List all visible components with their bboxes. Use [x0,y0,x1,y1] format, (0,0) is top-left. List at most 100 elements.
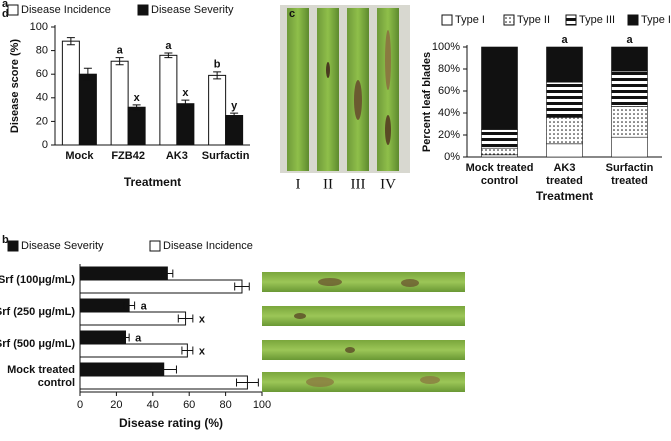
error-bar [213,71,222,80]
significance-label: y [231,100,238,112]
leaf-photo [317,8,339,171]
lesion [354,80,362,120]
bar-segment [546,117,583,145]
significance-label: x [182,87,189,99]
y-tick-label: 60 [36,68,48,80]
legend-label: Type I [455,14,485,26]
bar [79,279,243,294]
y-tick-label: Srf (250 μg/mL) [0,306,75,318]
photo-panel-c: c I II III IV [280,5,410,192]
bar-segment [611,46,648,72]
legend-label: Type IV [641,14,671,26]
bar [127,106,146,146]
bar-segment [546,143,583,158]
x-tick-label: 100 [253,399,271,411]
bar-segment [481,154,518,158]
x-axis-title: Disease rating (%) [119,416,223,430]
error-bar [161,269,174,278]
x-tick-label: 40 [147,399,159,411]
error-bar [83,67,92,81]
error-bar [115,57,124,66]
bar-segment [611,136,648,158]
lesion [420,376,440,384]
x-tick-label: Surfactin treated [606,162,654,187]
x-tick-label: 20 [110,399,122,411]
significance-label: x [199,345,206,357]
y-tick-label: 40 [36,92,48,104]
significance-label: a [561,34,568,46]
x-tick-label: Surfactin [202,150,250,162]
error-bar [66,37,75,46]
x-tick-label: 80 [219,399,231,411]
significance-label: a [165,40,172,52]
panel-label: a [2,0,9,10]
x-tick-label: AK3 [166,150,188,162]
x-axis-title: Treatment [536,189,593,203]
legend-swatch [503,14,515,26]
legend-label: Disease Severity [151,4,234,16]
photo-caption: II [323,176,333,192]
y-axis-title: Disease score (%) [9,39,21,133]
significance-label: a [141,300,148,312]
significance-label: a [626,34,633,46]
y-tick-label: 0 [42,139,48,151]
bar-segment [611,70,648,107]
lesion [294,313,306,319]
bar [79,311,187,326]
y-tick-label: Srf (100μg/mL) [0,274,75,286]
significance-label: x [199,313,206,325]
x-tick-label: Mock treated control [466,162,534,187]
lesion [306,377,334,387]
panel-label: d [2,8,9,20]
y-tick-label: Srf (500 μg/mL) [0,338,75,350]
legend-label: Disease Incidence [21,4,111,16]
leaf-photo [262,272,465,292]
bar-segment [481,46,518,130]
bar-segment [481,129,518,149]
y-tick-label: Mock treated control [7,364,75,389]
significance-label: a [135,332,142,344]
bar [78,73,97,146]
y-tick-label: 20 [36,115,48,127]
legend-swatch [137,4,149,16]
error-bar [132,104,141,111]
photo-panel-b [262,272,465,392]
legend-swatch [149,240,161,252]
legend-swatch [441,14,453,26]
bar-segment [546,46,583,83]
legend-swatch [7,240,19,252]
legend-label: Disease Severity [21,240,104,252]
leaf-photo [262,372,465,392]
error-bar [123,301,136,310]
significance-label: x [134,92,141,104]
y-axis-title: Percent leaf blades [421,52,433,152]
bar [208,74,227,146]
y-tick-label: 60% [438,85,460,97]
bar-segment [546,81,583,118]
photo-caption: I [296,176,301,192]
bar-segment [611,106,648,138]
y-tick-label: 80% [438,63,460,75]
x-axis-title: Treatment [124,175,181,189]
x-tick-label: FZB42 [111,150,145,162]
error-bar [234,282,250,291]
error-bar [177,314,194,323]
legend-swatch [627,14,639,26]
bar-segment [481,147,518,156]
panel-label: b [2,234,9,246]
legend-swatch [7,4,19,16]
legend-label: Disease Incidence [163,240,253,252]
bar [79,298,130,313]
bar [61,40,80,146]
legend-swatch [565,14,577,26]
bar [79,343,188,358]
legend-label: Type II [517,14,550,26]
error-bar [150,365,177,374]
legend-label: Type III [579,14,615,26]
error-bar [181,99,190,108]
significance-label: a [117,45,124,57]
error-bar [164,52,173,59]
panel-label: c [289,8,295,20]
lesion [326,62,330,78]
